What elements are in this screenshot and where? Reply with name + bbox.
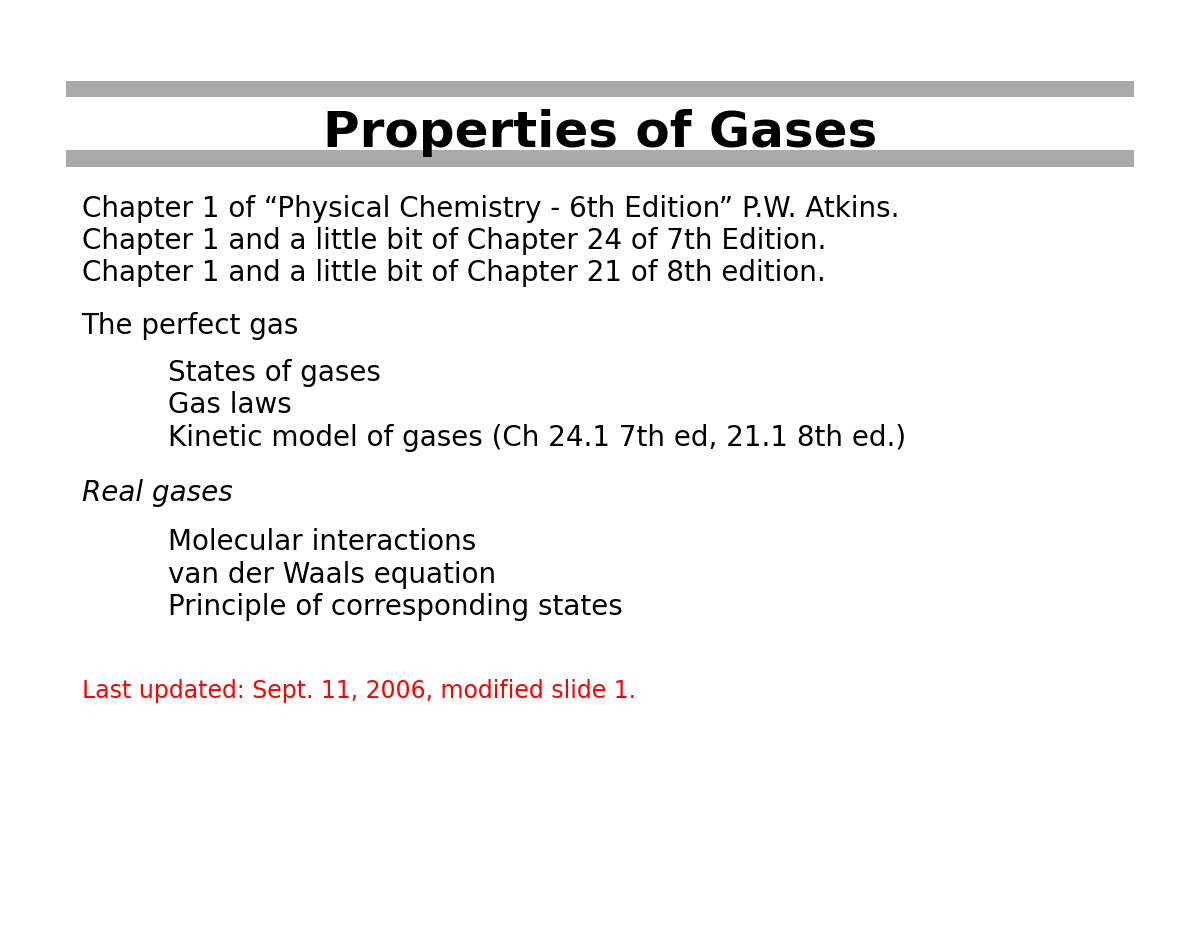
Text: Chapter 1 and a little bit of Chapter 21 of 8th edition.: Chapter 1 and a little bit of Chapter 21… [82, 260, 826, 287]
Text: Chapter 1 of “Physical Chemistry - 6th Edition” P.W. Atkins.: Chapter 1 of “Physical Chemistry - 6th E… [82, 195, 899, 222]
Text: Chapter 1 and a little bit of Chapter 24 of 7th Edition.: Chapter 1 and a little bit of Chapter 24… [82, 227, 826, 255]
Text: Molecular interactions: Molecular interactions [168, 528, 476, 556]
Text: States of gases: States of gases [168, 359, 380, 387]
Text: Gas laws: Gas laws [168, 391, 292, 419]
Text: Kinetic model of gases (Ch 24.1 7th ed, 21.1 8th ed.): Kinetic model of gases (Ch 24.1 7th ed, … [168, 424, 906, 451]
Text: Principle of corresponding states: Principle of corresponding states [168, 593, 623, 621]
Text: Real gases: Real gases [82, 479, 233, 507]
FancyBboxPatch shape [66, 81, 1134, 97]
Text: The perfect gas: The perfect gas [82, 312, 299, 340]
Text: Last updated: Sept. 11, 2006, modified slide 1.: Last updated: Sept. 11, 2006, modified s… [82, 679, 636, 703]
Text: van der Waals equation: van der Waals equation [168, 561, 496, 589]
Text: Properties of Gases: Properties of Gases [323, 108, 877, 157]
FancyBboxPatch shape [66, 150, 1134, 167]
